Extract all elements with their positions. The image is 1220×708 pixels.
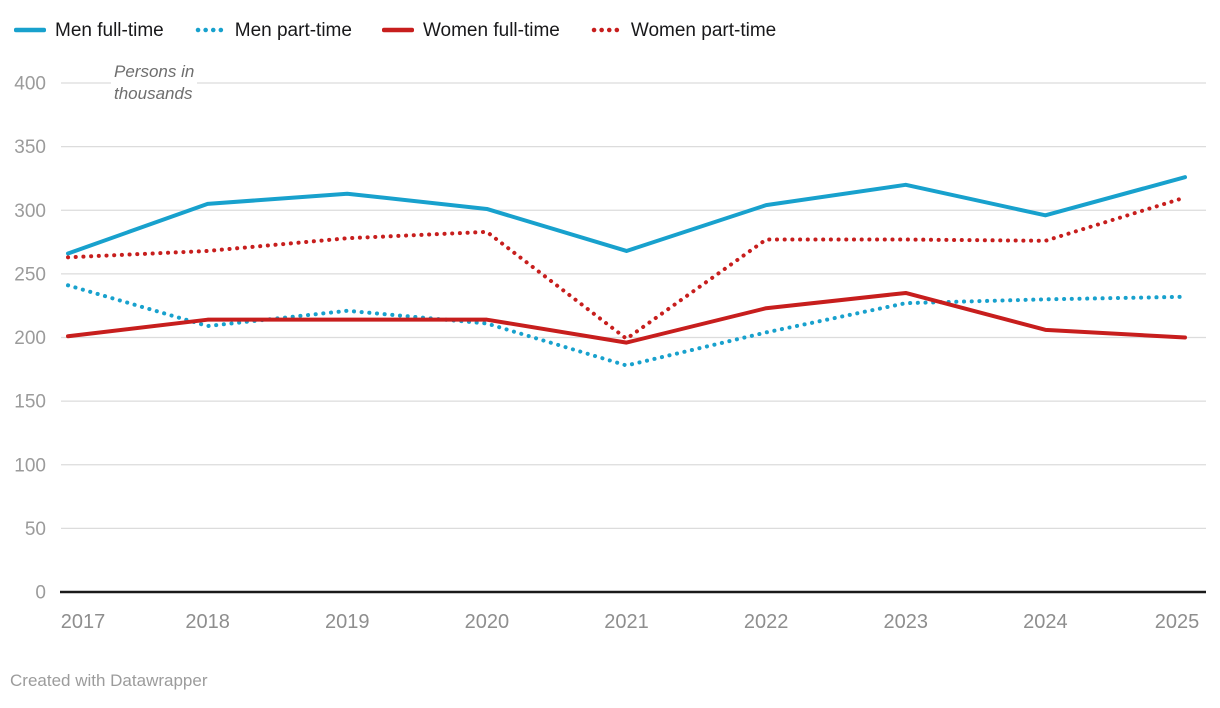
x-tick-label-2025: 2025 — [1155, 611, 1200, 633]
x-tick-label-2020: 2020 — [465, 611, 510, 633]
x-tick-label-2022: 2022 — [744, 611, 789, 633]
legend-label: Women part-time — [630, 19, 777, 41]
x-tick-label-2024: 2024 — [1023, 611, 1068, 633]
y-tick-label-350: 350 — [14, 137, 46, 158]
y-tick-label-400: 400 — [14, 74, 46, 95]
y-axis-unit-annotation: Persons in thousands — [111, 61, 198, 105]
x-tick-label-2019: 2019 — [325, 611, 370, 633]
x-tick-label-2017: 2017 — [61, 611, 106, 633]
series-line-men-full-time — [66, 175, 1187, 256]
solid-line-swatch-icon — [14, 27, 46, 33]
chart-legend: Men full-time Men part-time Women full-tim… — [14, 14, 806, 46]
legend-label: Women full-time — [422, 19, 560, 41]
legend-item-women-full-time: Women full-time — [381, 19, 560, 41]
x-tick-label-2021: 2021 — [604, 611, 649, 633]
y-tick-label-200: 200 — [14, 328, 46, 349]
y-tick-label-300: 300 — [14, 201, 46, 222]
line-chart-plot: 0 50 100 150 200 250 300 350 400 2017 2018 2019 2020… — [14, 74, 1206, 633]
legend-item-women-part-time: Women part-time — [590, 21, 776, 40]
dotted-line-swatch-icon — [195, 27, 223, 33]
annotation-line-2: thousands — [114, 84, 193, 103]
annotation-line-1: Persons in — [114, 62, 195, 81]
attribution-text: Created with Datawrapper — [10, 671, 208, 690]
x-tick-label-2018: 2018 — [185, 611, 230, 633]
legend-item-men-part-time: Men part-time — [194, 21, 352, 40]
x-tick-label-2023: 2023 — [884, 611, 929, 633]
legend-label: Men full-time — [55, 19, 164, 41]
legend-label: Men part-time — [234, 19, 352, 41]
series-line-women-full-time — [66, 290, 1187, 345]
legend-item-men-full-time: Men full-time — [14, 21, 164, 40]
y-tick-label-0: 0 — [35, 583, 46, 604]
y-tick-label-100: 100 — [14, 455, 46, 476]
y-tick-label-150: 150 — [14, 392, 46, 413]
dotted-line-swatch-icon — [591, 27, 620, 33]
solid-line-swatch-icon — [381, 27, 414, 33]
y-tick-label-250: 250 — [14, 264, 46, 285]
y-tick-label-50: 50 — [25, 519, 46, 540]
series-line-women-part-time — [66, 195, 1187, 341]
series-line-men-part-time — [66, 283, 1187, 368]
